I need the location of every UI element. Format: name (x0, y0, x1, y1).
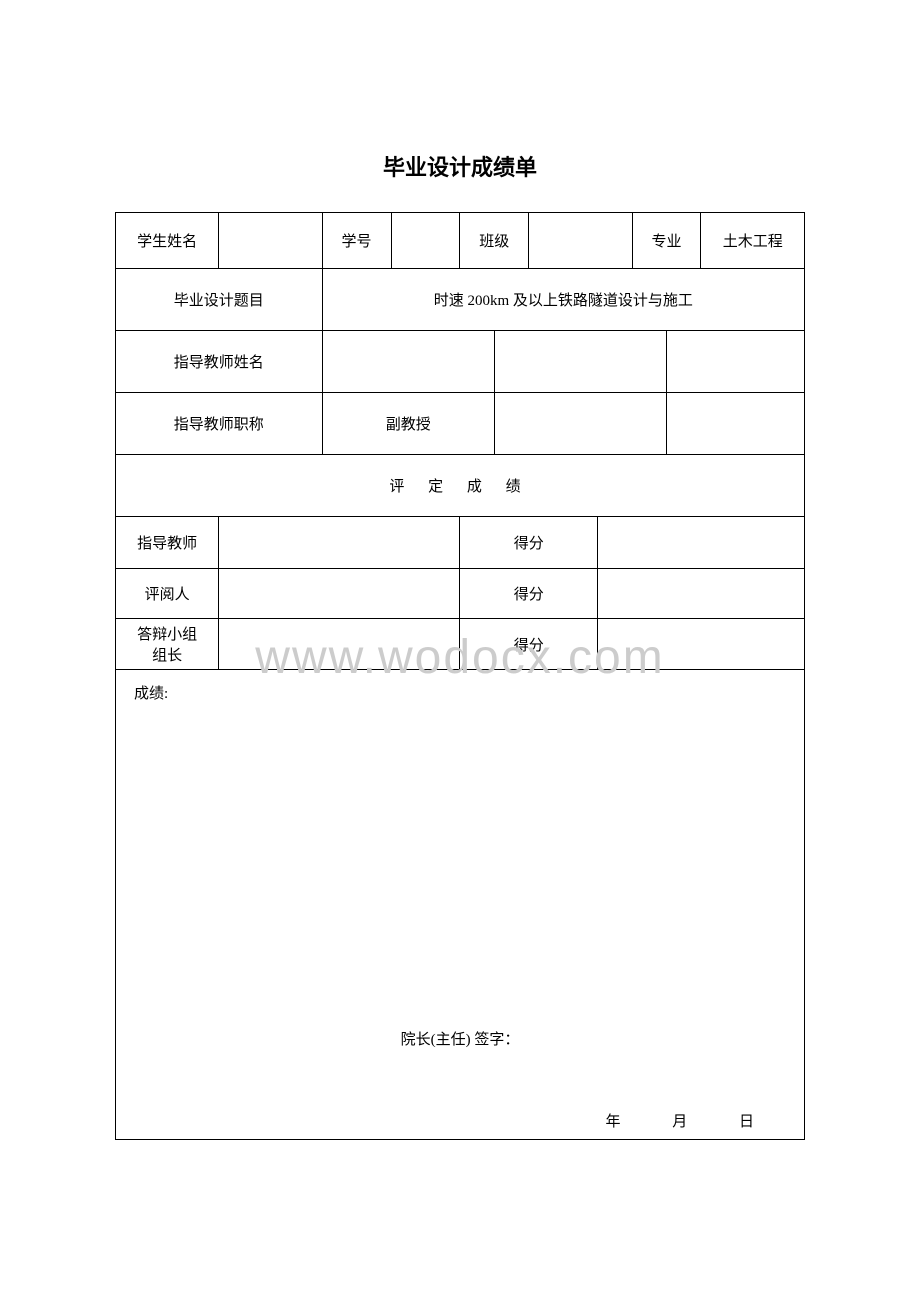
value-advisor-name-3 (667, 331, 805, 393)
label-student-id: 学号 (322, 213, 391, 269)
value-thesis-title: 时速 200km 及以上铁路隧道设计与施工 (322, 269, 804, 331)
label-month: 月 (672, 1114, 687, 1130)
label-score-3: 得分 (460, 619, 598, 670)
table-row: 学生姓名 学号 班级 专业 土木工程 (116, 213, 805, 269)
value-advisor-name-2 (494, 331, 666, 393)
label-thesis-title: 毕业设计题目 (116, 269, 323, 331)
table-row: 指导教师姓名 (116, 331, 805, 393)
table-row: 评 定 成 绩 (116, 455, 805, 517)
label-student-name: 学生姓名 (116, 213, 219, 269)
label-day: 日 (739, 1114, 754, 1130)
value-reviewer-score (598, 569, 805, 619)
value-advisor-score-name (219, 517, 460, 569)
grade-form-table: 学生姓名 学号 班级 专业 土木工程 毕业设计题目 时速 200km 及以上铁路… (115, 212, 805, 1140)
value-defense-name (219, 619, 460, 670)
label-class: 班级 (460, 213, 529, 269)
label-year: 年 (605, 1114, 620, 1130)
label-advisor-title: 指导教师职称 (116, 393, 323, 455)
page-title: 毕业设计成绩单 (115, 150, 805, 182)
label-result: 成绩: (134, 686, 168, 702)
table-row: 毕业设计题目 时速 200km 及以上铁路隧道设计与施工 (116, 269, 805, 331)
table-row: 答辩小组 组长 得分 (116, 619, 805, 670)
value-student-name (219, 213, 322, 269)
value-advisor-score (598, 517, 805, 569)
value-advisor-title-3 (667, 393, 805, 455)
value-reviewer-name (219, 569, 460, 619)
defense-line-2: 组长 (152, 648, 182, 664)
value-advisor-name-1 (322, 331, 494, 393)
table-row: 指导教师职称 副教授 (116, 393, 805, 455)
value-advisor-title-2 (494, 393, 666, 455)
value-advisor-title-1: 副教授 (322, 393, 494, 455)
label-score-1: 得分 (460, 517, 598, 569)
label-score-2: 得分 (460, 569, 598, 619)
result-cell: 成绩: 院长(主任) 签字： 年 月 日 (116, 670, 805, 1140)
label-reviewer-row: 评阅人 (116, 569, 219, 619)
table-row: 评阅人 得分 (116, 569, 805, 619)
label-defense-row: 答辩小组 组长 (116, 619, 219, 670)
label-grade-header: 评 定 成 绩 (116, 455, 805, 517)
label-advisor-row: 指导教师 (116, 517, 219, 569)
value-class (529, 213, 632, 269)
value-student-id (391, 213, 460, 269)
table-row: 成绩: 院长(主任) 签字： 年 月 日 (116, 670, 805, 1140)
label-advisor-name: 指导教师姓名 (116, 331, 323, 393)
value-major: 土木工程 (701, 213, 805, 269)
value-defense-score (598, 619, 805, 670)
label-major: 专业 (632, 213, 701, 269)
page-container: 毕业设计成绩单 学生姓名 学号 班级 专业 土木工程 毕业设计题目 时速 200… (0, 0, 920, 1240)
table-row: 指导教师 得分 (116, 517, 805, 569)
sign-line: 院长(主任) 签字： (116, 1028, 804, 1049)
date-line: 年 月 日 (605, 1110, 754, 1131)
defense-line-1: 答辩小组 (137, 627, 197, 643)
